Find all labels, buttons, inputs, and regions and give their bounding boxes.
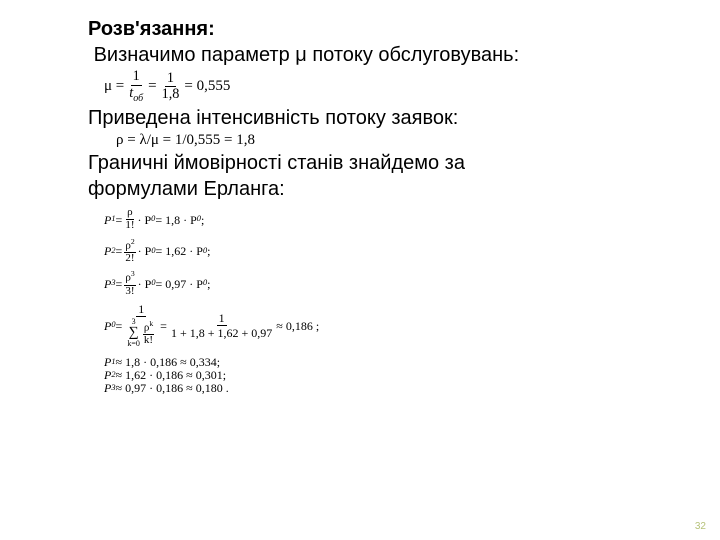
page-number: 32: [695, 521, 706, 532]
formula-mu: μ = 1tоб = 11,8 = 0,555: [104, 69, 690, 104]
formula-rho: ρ = λ/μ = 1/0,555 = 1,8: [116, 132, 690, 149]
slide: Розв'язання: Визначимо параметр μ потоку…: [0, 0, 720, 540]
paragraph-erlang-1: Граничні ймовірності станів знайдемо за: [88, 151, 690, 175]
result-p1: P1 ≈ 1,8 · 0,186 ≈ 0,334;: [104, 356, 690, 368]
result-p2: P2 ≈ 1,62 · 0,186 ≈ 0,301;: [104, 369, 690, 381]
formula-p2: P2 = ρ22! · P0 = 1,62 · P0;: [104, 238, 690, 265]
formula-p1: P1 = ρ1! · P0 = 1,8 · P0;: [104, 207, 690, 231]
formula-p0: P0 = 1 3 ∑ k=0 ρk k! = 1 1 + 1,8 + 1,62 …: [104, 303, 690, 348]
paragraph-mu: Визначимо параметр μ потоку обслуговуван…: [88, 43, 690, 67]
formula-p3: P3 = ρ33! · P0 = 0,97 · P0;: [104, 270, 690, 297]
paragraph-rho: Приведена інтенсивність потоку заявок:: [88, 106, 690, 130]
result-p3: P3 ≈ 0,97 · 0,186 ≈ 0,180 .: [104, 382, 690, 394]
paragraph-erlang-2: формулами Ерланга:: [88, 177, 690, 201]
solution-title: Розв'язання:: [88, 18, 690, 41]
